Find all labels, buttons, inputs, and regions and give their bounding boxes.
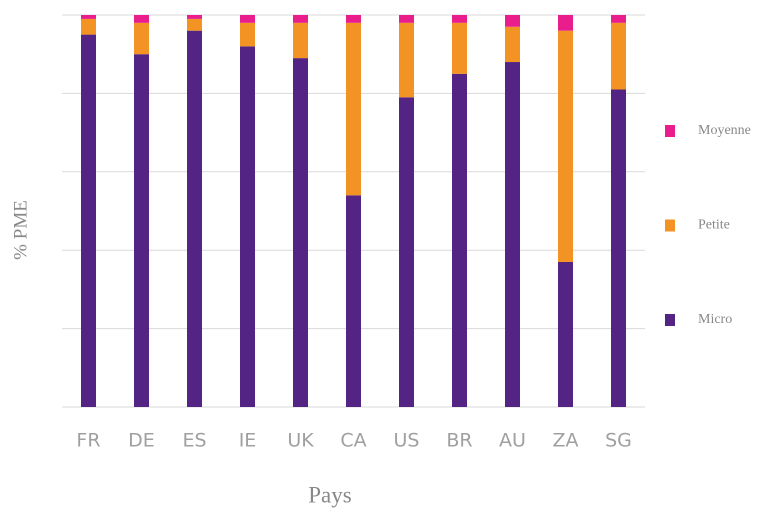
bar-segment — [81, 18, 96, 35]
bar-segment — [134, 22, 149, 55]
legend-swatch — [665, 219, 675, 232]
bar-segment — [399, 97, 414, 407]
bar-segment — [558, 261, 573, 407]
bar-segment — [452, 73, 467, 408]
bar-segment — [558, 15, 573, 31]
legend-swatch — [665, 125, 675, 137]
bar-segment — [399, 15, 414, 23]
legend-swatch — [665, 314, 675, 326]
bar-segment — [134, 54, 149, 407]
bar-segment — [293, 15, 308, 23]
bar-segment — [81, 15, 96, 19]
x-tick-label: BR — [446, 430, 472, 452]
bar-segment — [611, 89, 626, 407]
bar-segment — [187, 18, 202, 31]
y-axis-title: % PME — [10, 200, 31, 260]
bar-segment — [452, 15, 467, 23]
x-axis-title: Pays — [308, 482, 352, 507]
legend-label: Micro — [698, 312, 732, 327]
x-tick-label: IE — [239, 430, 257, 452]
bar-segment — [505, 62, 520, 407]
bar-segment — [346, 195, 361, 407]
x-tick-label: ES — [182, 430, 206, 452]
bar-segment — [399, 22, 414, 98]
x-tick-label: DE — [128, 430, 155, 452]
bar-segment — [240, 15, 255, 23]
bar-segment — [187, 15, 202, 19]
bar-segment — [240, 22, 255, 47]
x-tick-label: FR — [76, 430, 100, 452]
bar-segment — [293, 58, 308, 408]
bar-segment — [611, 22, 626, 90]
bar-segment — [558, 30, 573, 262]
legend-label: Petite — [698, 218, 730, 233]
bar-segment — [611, 15, 626, 23]
legend-label: Moyenne — [698, 123, 751, 138]
bar-segment — [452, 22, 467, 74]
x-tick-label: US — [394, 430, 420, 452]
x-tick-label: AU — [499, 430, 526, 452]
bar-segment — [505, 15, 520, 27]
x-tick-label: CA — [340, 430, 366, 452]
bar-segment — [134, 15, 149, 23]
bar-segment — [346, 22, 361, 196]
x-tick-label: ZA — [552, 430, 578, 452]
x-tick-label: SG — [605, 430, 632, 452]
x-tick-label: UK — [287, 430, 314, 452]
bar-segment — [240, 46, 255, 408]
bar-segment — [187, 30, 202, 408]
bar-segment — [346, 15, 361, 23]
bar-segment — [505, 26, 520, 63]
bar-segment — [293, 22, 308, 59]
bar-segment — [81, 34, 96, 407]
